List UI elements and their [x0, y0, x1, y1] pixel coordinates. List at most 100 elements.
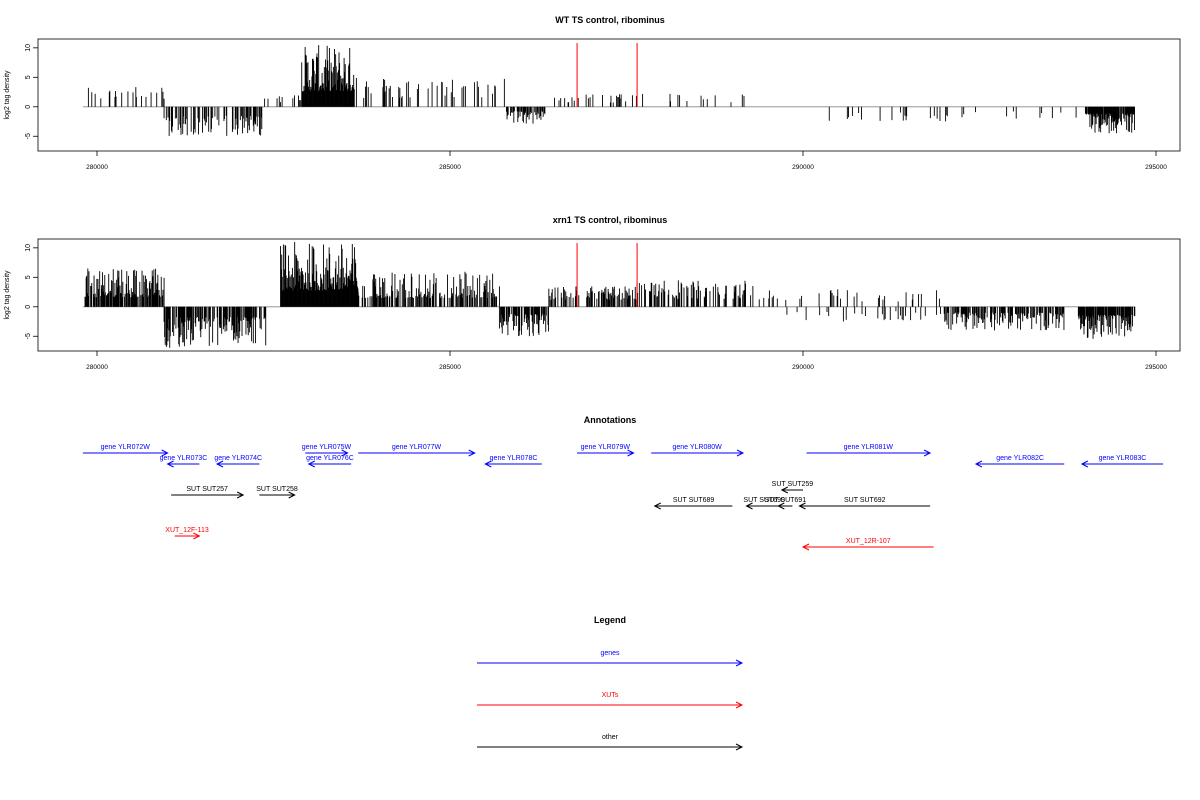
wt-y-axis-label: log2 tag density: [4, 70, 11, 120]
arrow-head: [801, 543, 810, 551]
annotation-feature: gene YLR077W: [358, 444, 476, 457]
x-tick-label: 295000: [1145, 364, 1167, 371]
feature-label: gene YLR079W: [581, 444, 631, 451]
wt-panel-title: WT TS control, ribominus: [555, 15, 665, 25]
xrn1-marker-lines: [576, 243, 638, 307]
legend-title: Legend: [594, 615, 626, 625]
annotation-feature: SUT SUT690: [743, 497, 785, 510]
wt-plot-frame: [37, 38, 1181, 152]
x-tick-label: 280000: [86, 364, 108, 371]
feature-label: gene YLR073C: [160, 455, 208, 462]
x-tick-label: 280000: [86, 164, 108, 171]
arrow-head: [735, 659, 744, 667]
xrn1-y-axis-label: log2 tag density: [4, 270, 11, 320]
arrow-head: [161, 449, 169, 457]
arrow-head: [974, 460, 983, 468]
y-tick-label: 10: [25, 244, 32, 252]
feature-label: SUT SUT691: [765, 497, 807, 504]
x-tick-label: 290000: [792, 164, 814, 171]
feature-label: gene YLR074C: [214, 455, 262, 462]
wt-bars: [82, 45, 1135, 136]
annotation-feature: SUT SUT691: [765, 497, 807, 510]
xrn1-panel: xrn1 TS control, ribominus log2 tag dens…: [4, 215, 1181, 371]
annotation-feature: SUT SUT258: [256, 486, 298, 499]
y-tick-label: -5: [25, 133, 32, 139]
arrow-head: [780, 486, 789, 494]
feature-label: gene YLR077W: [392, 444, 442, 451]
x-tick-label: 285000: [439, 164, 461, 171]
arrow-head: [745, 502, 753, 510]
arrow-head: [193, 532, 201, 540]
feature-label: XUT_12R-107: [846, 538, 891, 545]
annotation-feature: gene YLR079W: [577, 444, 635, 457]
arrow-head: [777, 502, 785, 510]
annotation-feature: gene YLR080W: [651, 444, 745, 457]
legend-items: genes XUTs other: [477, 650, 744, 751]
legend-label: other: [602, 734, 619, 741]
annotations-title: Annotations: [584, 415, 637, 425]
arrow-head: [798, 502, 806, 510]
y-tick-label: 0: [25, 105, 32, 109]
legend-item: genes: [477, 650, 744, 667]
annotation-feature: SUT SUT259: [772, 481, 814, 494]
wt-panel: WT TS control, ribominus log2 tag densit…: [4, 15, 1181, 171]
arrow-head: [166, 460, 174, 468]
annotation-feature: gene YLR083C: [1080, 455, 1164, 468]
annotation-feature: gene YLR081W: [806, 444, 932, 457]
legend-label: genes: [600, 650, 620, 657]
arrow-head: [1080, 460, 1089, 468]
xrn1-bars: [82, 241, 1136, 348]
feature-label: gene YLR082C: [996, 455, 1044, 462]
feature-label: gene YLR078C: [490, 455, 538, 462]
arrow-head: [236, 491, 245, 499]
feature-label: gene YLR080W: [672, 444, 722, 451]
feature-label: SUT SUT689: [673, 497, 715, 504]
arrow-head: [627, 449, 635, 457]
x-tick-label: 290000: [792, 364, 814, 371]
wt-marker-lines: [576, 43, 638, 107]
y-tick-label: 10: [25, 44, 32, 52]
annotation-feature: gene YLR074C: [214, 455, 262, 468]
annotation-features: gene YLR072W gene YLR073C gene YLR074C gene…: [82, 444, 1164, 551]
feature-label: SUT SUT259: [772, 481, 814, 488]
arrow-head: [215, 460, 224, 468]
y-tick-label: 5: [25, 75, 32, 79]
arrow-head: [735, 743, 744, 751]
annotation-feature: gene YLR076C: [306, 455, 354, 468]
arrow-head: [484, 460, 492, 468]
feature-label: XUT_12F-113: [165, 527, 209, 534]
annotation-feature: XUT_12F-113: [165, 527, 209, 540]
feature-label: gene YLR075W: [302, 444, 352, 451]
y-tick-label: 0: [25, 305, 32, 309]
feature-label: gene YLR083C: [1099, 455, 1147, 462]
x-tick-label: 295000: [1145, 164, 1167, 171]
y-tick-label: -5: [25, 333, 32, 339]
feature-label: SUT SUT258: [256, 486, 298, 493]
xrn1-plot-frame: [37, 238, 1181, 352]
y-tick-label: 5: [25, 275, 32, 279]
annotation-feature: gene YLR072W: [82, 444, 169, 457]
feature-label: SUT SUT257: [186, 486, 228, 493]
feature-label: SUT SUT692: [844, 497, 886, 504]
arrow-head: [341, 449, 349, 457]
feature-label: gene YLR076C: [306, 455, 354, 462]
feature-label: gene YLR072W: [101, 444, 151, 451]
arrow-head: [735, 701, 744, 709]
annotation-feature: SUT SUT257: [171, 486, 245, 499]
annotation-feature: gene YLR078C: [484, 455, 542, 468]
arrow-head: [923, 449, 932, 457]
annotation-feature: SUT SUT689: [653, 497, 733, 510]
arrow-head: [288, 491, 296, 499]
legend: Legend genes XUTs other: [477, 615, 744, 751]
annotation-feature: gene YLR073C: [160, 455, 208, 468]
arrow-head: [307, 460, 316, 468]
legend-label: XUTs: [602, 692, 619, 699]
arrow-head: [468, 449, 476, 457]
annotation-feature: XUT_12R-107: [801, 538, 934, 551]
wt-axes: -5 0 5 10 280000 285000 290000 295000: [25, 44, 1167, 171]
legend-item: other: [477, 734, 744, 751]
legend-item: XUTs: [477, 692, 744, 709]
annotation-feature: SUT SUT692: [798, 497, 931, 510]
